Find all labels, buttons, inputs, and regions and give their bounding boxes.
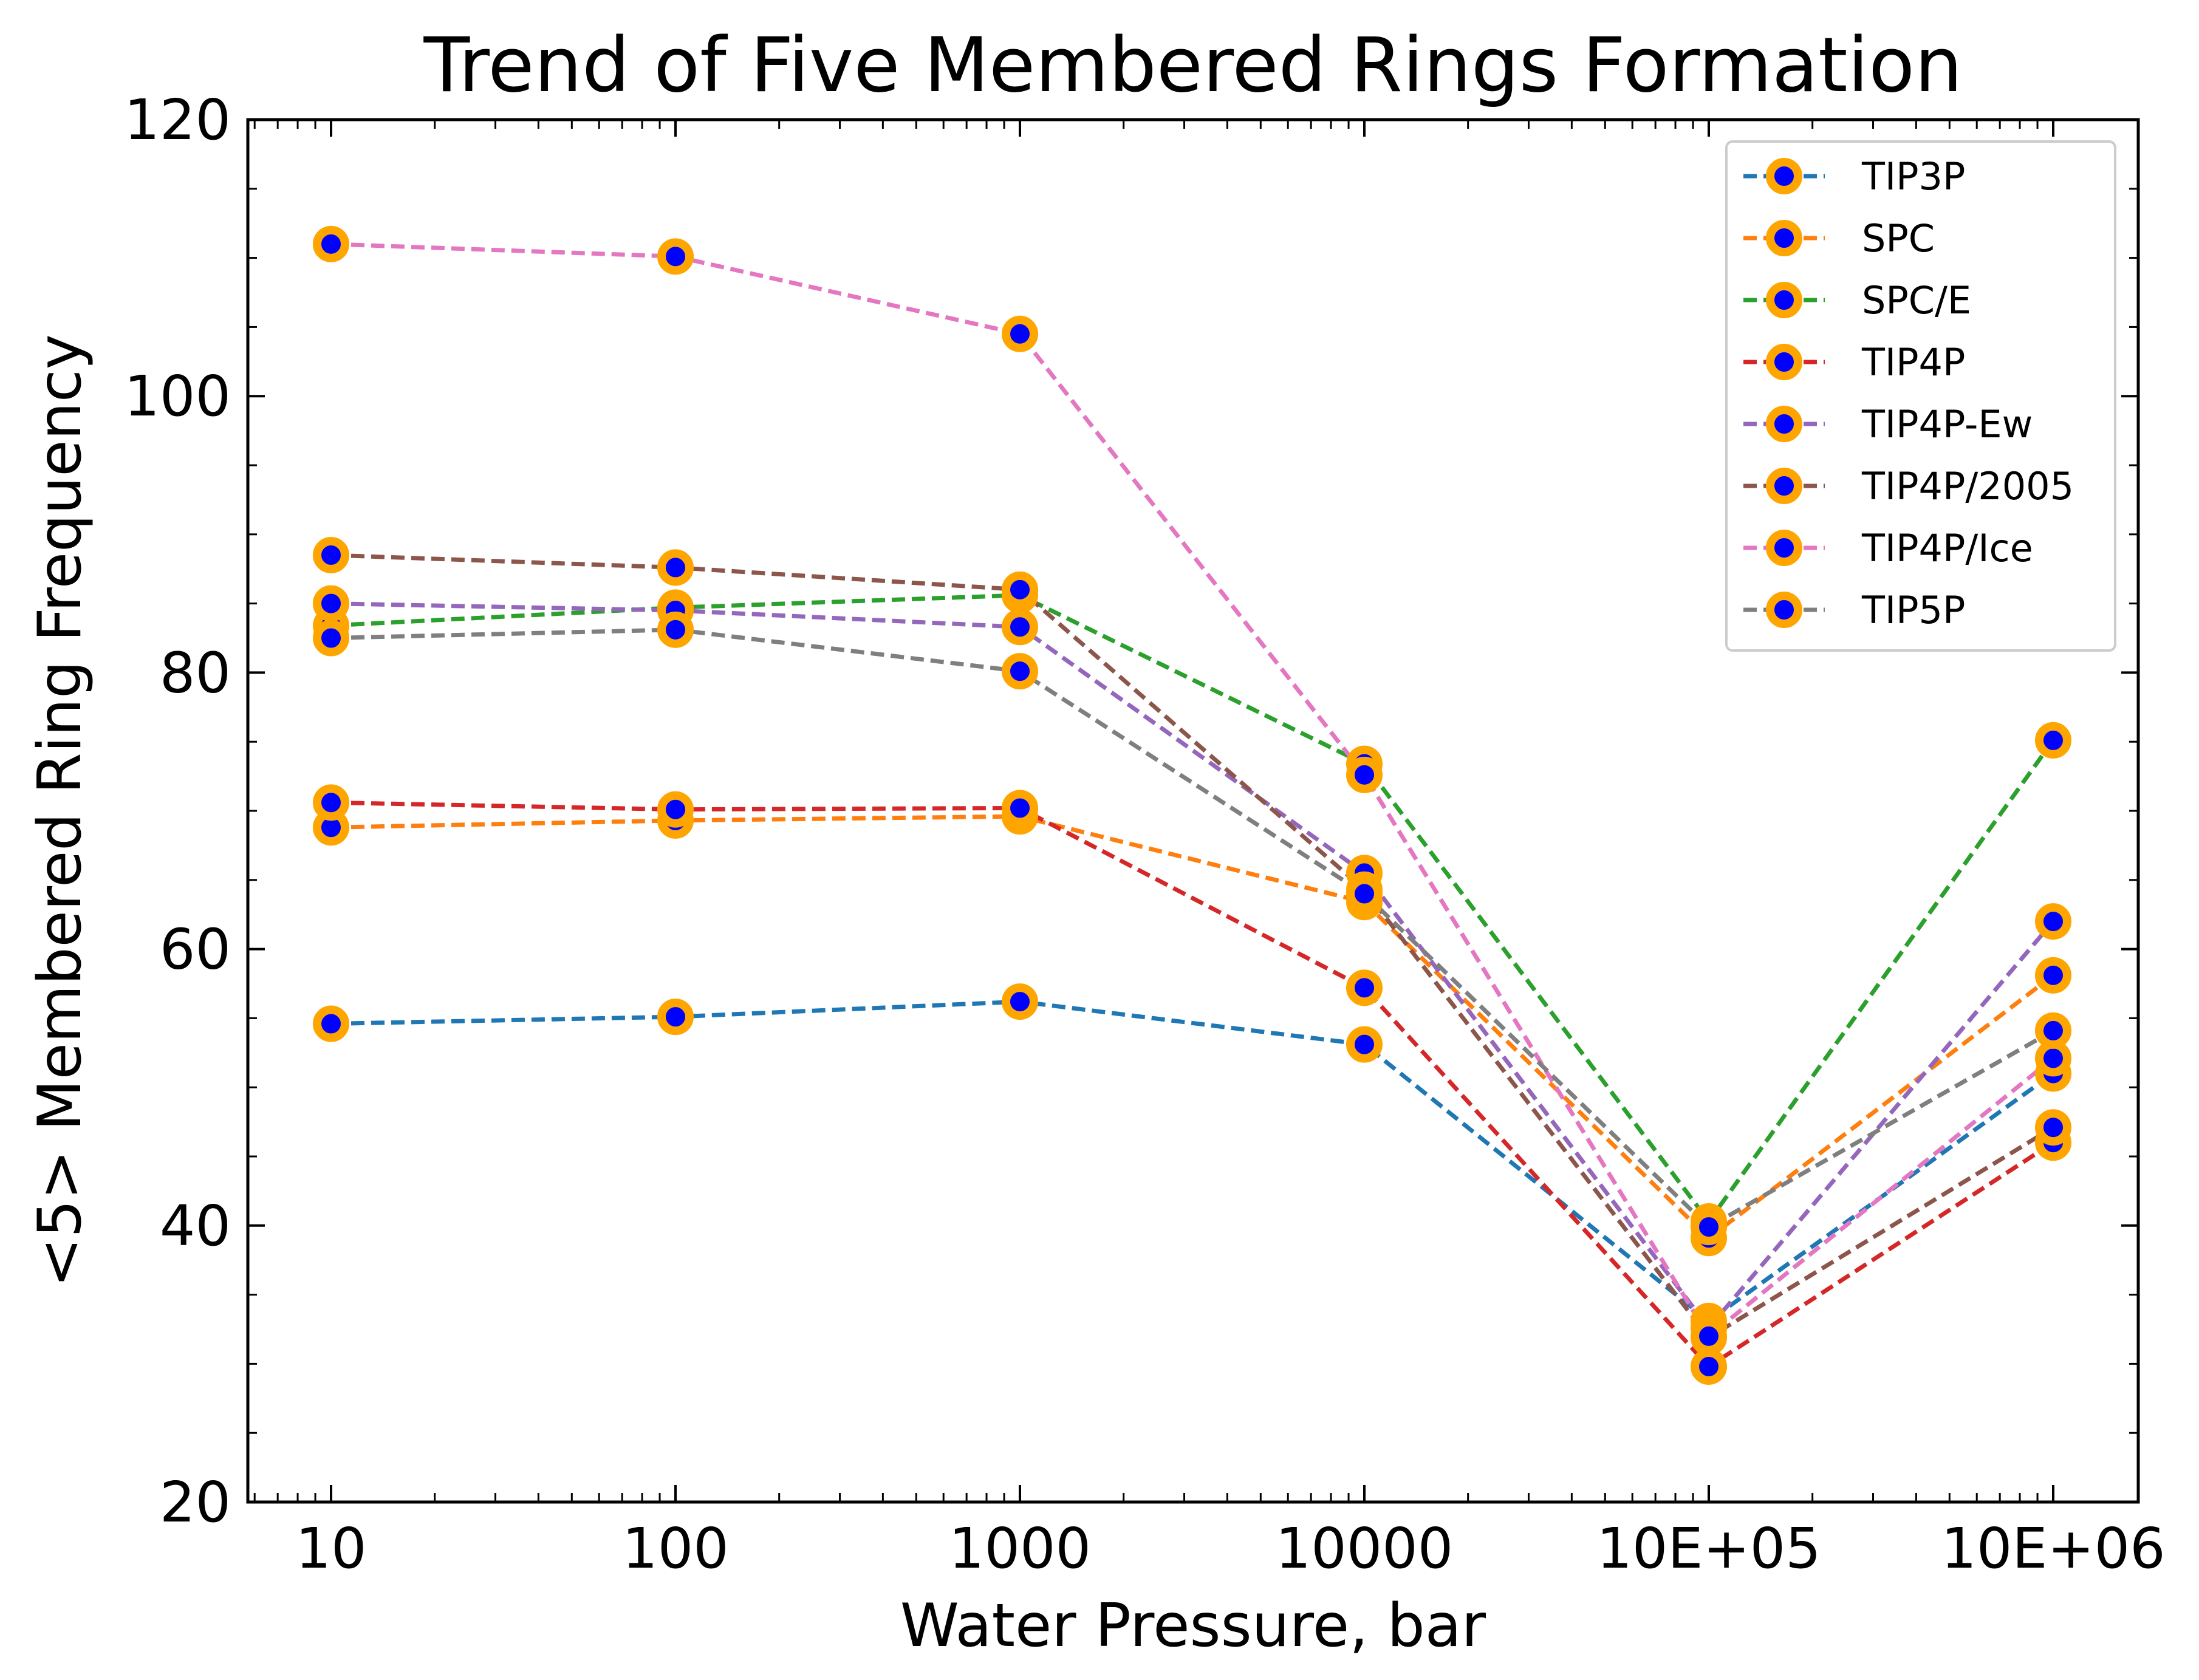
series-line: [330, 800, 2054, 1370]
data-point: [657, 549, 694, 586]
y-tick-label: 100: [124, 364, 231, 429]
y-tick-label: 60: [160, 917, 231, 982]
chart-title: Trend of Five Membered Rings Formation: [423, 22, 1962, 109]
series-line: [330, 601, 2055, 1331]
data-point: [1346, 756, 1383, 793]
y-axis: 20 40 60 80 100 120: [124, 87, 2138, 1535]
data-point: [1346, 875, 1383, 912]
legend: TIP3P SPC SPC/E TIP4P TIP4P-Ew TIP4P/2005 TIP4…: [1725, 140, 2116, 652]
legend-marker: [1766, 220, 1802, 256]
data-point: [313, 620, 349, 657]
data-point: [313, 225, 349, 262]
data-point: [657, 238, 694, 275]
data-point: [2035, 957, 2071, 994]
data-point: [2035, 1012, 2071, 1049]
x-axis-label: Water Pressure, bar: [900, 1591, 1486, 1661]
data-point: [1002, 609, 1038, 646]
x-tick-label: 10E+05: [1596, 1516, 1821, 1581]
y-axis-label: <5> Membered Ring Frequency: [26, 334, 95, 1287]
x-axis: 10 100 1000 10000 10E+05 10E+06: [253, 120, 2166, 1581]
legend-label: SPC/E: [1862, 278, 1971, 323]
data-point: [2035, 722, 2071, 759]
y-tick-label: 20: [160, 1470, 231, 1535]
series-line: [330, 627, 2054, 1230]
series-line: [330, 553, 2054, 1340]
data-point: [657, 999, 694, 1036]
data-point: [1002, 315, 1038, 352]
legend-marker: [1766, 592, 1802, 628]
data-point: [1346, 1026, 1383, 1063]
legend-box: [1725, 140, 2116, 652]
legend-label: TIP4P: [1861, 340, 1965, 384]
x-tick-label: 10E+06: [1941, 1516, 2165, 1581]
legend-label: TIP3P: [1861, 154, 1965, 199]
data-point: [1691, 1317, 1727, 1354]
series-line: [330, 814, 2055, 1241]
legend-label: TIP5P: [1861, 588, 1965, 632]
legend-marker: [1766, 468, 1802, 504]
y-tick-label: 40: [160, 1193, 231, 1258]
legend-marker: [1766, 282, 1802, 318]
data-point: [2035, 903, 2071, 940]
y-tick-label: 80: [160, 640, 231, 705]
x-tick-label: 100: [622, 1516, 729, 1581]
x-tick-label: 1000: [949, 1516, 1091, 1581]
legend-marker: [1766, 406, 1802, 442]
legend-marker: [1766, 530, 1802, 566]
y-tick-label: 120: [124, 87, 231, 152]
series-line: [330, 242, 2055, 1340]
data-point: [1002, 571, 1038, 608]
data-point: [2035, 1109, 2071, 1146]
data-point: [313, 585, 349, 622]
series-line: [330, 999, 2055, 1324]
legend-label: SPC: [1862, 216, 1935, 261]
x-tick-label: 10000: [1276, 1516, 1454, 1581]
legend-label: TIP4P-Ew: [1861, 402, 2033, 446]
legend-label: TIP4P/Ice: [1861, 526, 2033, 570]
data-point: [313, 536, 349, 573]
data-point: [313, 1005, 349, 1042]
data-point: [657, 611, 694, 648]
x-tick-label: 10: [295, 1516, 366, 1581]
legend-marker: [1766, 344, 1802, 380]
data-point: [657, 791, 694, 828]
data-point: [1691, 1209, 1727, 1246]
plot-frame: [246, 118, 2140, 1504]
data-point: [1002, 983, 1038, 1020]
legend-marker: [1766, 158, 1802, 194]
data-point: [1002, 653, 1038, 690]
data-point: [313, 784, 349, 821]
data-point: [1691, 1348, 1727, 1385]
series-layer: [313, 225, 2071, 1385]
data-point: [1002, 790, 1038, 827]
data-point: [1346, 969, 1383, 1006]
legend-label: TIP4P/2005: [1861, 464, 2074, 508]
